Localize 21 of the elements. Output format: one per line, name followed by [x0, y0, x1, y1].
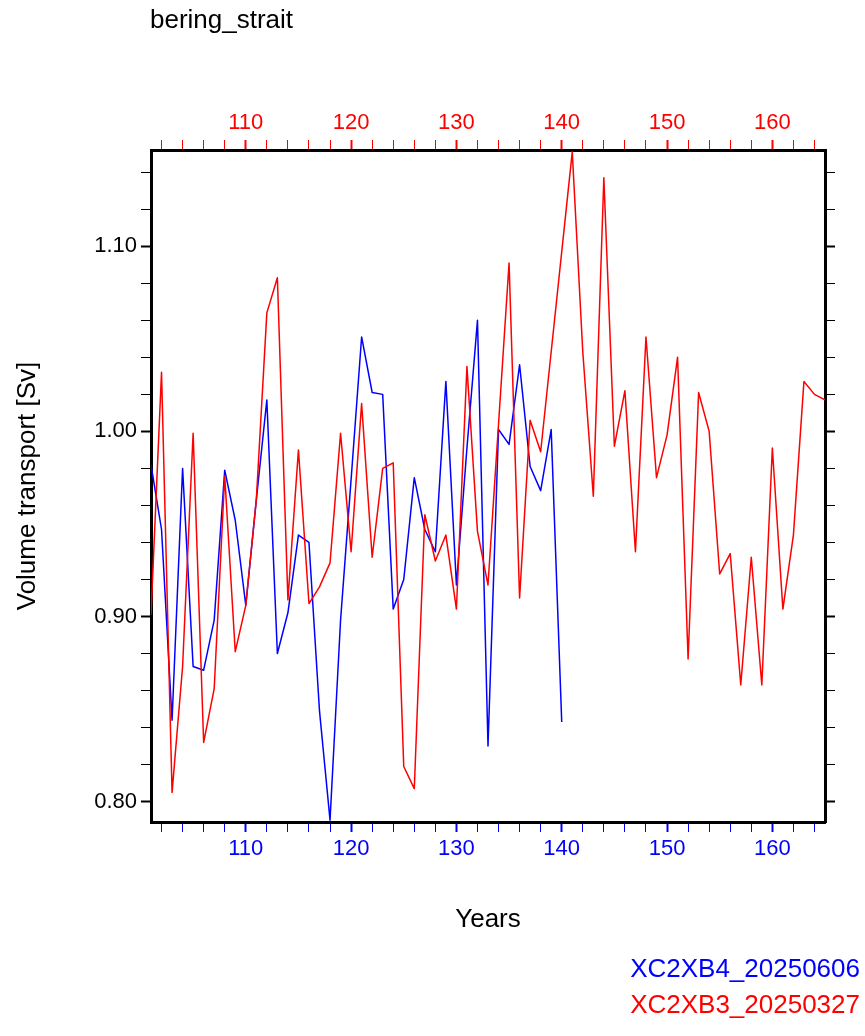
x-tick-label: 130 [438, 835, 475, 861]
y-tick-label: 1.00 [94, 417, 137, 443]
x-tick-label: 160 [753, 835, 791, 861]
x2-tick-label: 140 [543, 108, 581, 134]
x2-tick-label: 120 [332, 108, 370, 134]
x2-tick-label: 160 [753, 108, 791, 134]
x-tick-label: 110 [228, 835, 264, 861]
x2-tick-label: 150 [648, 108, 686, 134]
y-tick-label: 1.10 [94, 232, 137, 258]
x-tick-label: 150 [648, 835, 686, 861]
x-tick-label: 120 [332, 835, 370, 861]
text: XC2XB4_20250606 [630, 952, 860, 985]
x2-tick-label: 110 [228, 108, 264, 134]
x-tick-label: 140 [543, 835, 581, 861]
x-axis-title: Years [455, 902, 521, 933]
x2-tick-label: 130 [438, 108, 475, 134]
text: XC2XB3_20250327 [630, 988, 860, 1021]
chart-title: bering_strait [150, 4, 294, 35]
y-tick-label: 0.80 [94, 787, 137, 813]
y-tick-label: 0.90 [94, 602, 137, 628]
y-axis-title: Volume transport [Sv] [10, 361, 41, 611]
